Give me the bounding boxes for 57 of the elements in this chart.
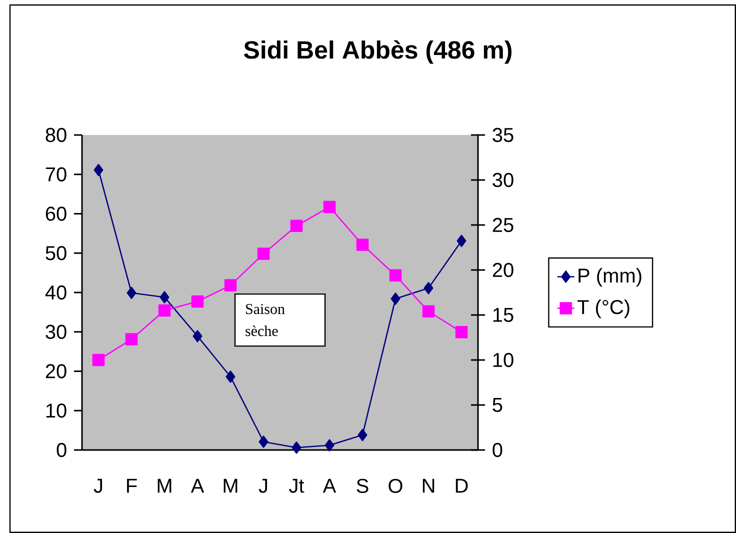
point <box>389 269 402 282</box>
x-tick-label: J <box>94 478 102 493</box>
y-tick-label: 10 <box>46 404 66 418</box>
x-tick-label: J <box>258 478 268 493</box>
y-tick-label: 0 <box>56 442 66 458</box>
y-tick-label: 80 <box>46 128 66 142</box>
legend-label: T (°C) <box>577 299 630 318</box>
x-tick-label: A <box>322 478 336 493</box>
x-tick-label: N <box>422 478 434 493</box>
chart-title: Sidi Bel Abbès (486 m) <box>244 40 512 64</box>
y2-tick-label: 35 <box>492 128 514 142</box>
point <box>424 282 434 294</box>
y-tick-label: 70 <box>46 167 66 182</box>
point <box>258 436 268 448</box>
annotation: Saison sèche <box>246 304 285 336</box>
y2-tick-label: 0 <box>492 442 502 458</box>
y-tick-label: 50 <box>46 246 66 260</box>
y-tick-label: 60 <box>46 206 66 221</box>
point <box>422 305 435 318</box>
point <box>191 295 204 308</box>
point <box>224 279 237 292</box>
x-tick-label: O <box>388 478 402 494</box>
y2-tick-label: 25 <box>492 218 514 232</box>
point <box>94 164 104 176</box>
y-tick-label: 30 <box>46 324 66 339</box>
point <box>356 238 369 251</box>
x-tick-label: D <box>456 478 468 493</box>
point <box>192 330 202 342</box>
point <box>160 291 170 304</box>
y-tick-label: 20 <box>46 364 66 378</box>
y2-tick-label: 30 <box>492 172 514 188</box>
point <box>125 333 138 346</box>
x-tick-label: A <box>190 478 204 493</box>
point <box>358 428 368 442</box>
point <box>92 354 105 366</box>
legend-label: P (mm) <box>578 268 642 287</box>
y2-tick-label: 15 <box>493 308 514 322</box>
point <box>323 200 336 214</box>
point <box>456 234 466 248</box>
point <box>126 286 136 300</box>
x-tick-label: F <box>127 478 137 493</box>
point <box>226 370 236 383</box>
point <box>390 292 400 305</box>
y-tick-label: 40 <box>45 285 66 300</box>
x-tick-label: M <box>224 478 238 493</box>
point <box>324 439 334 452</box>
point <box>455 326 468 338</box>
x-tick-label: S <box>356 478 368 494</box>
y2-tick-label: 10 <box>493 352 514 368</box>
point <box>290 220 303 232</box>
x-tick-label: Jt <box>289 478 304 493</box>
point <box>158 304 171 317</box>
y2-tick-label: 5 <box>492 398 502 412</box>
y2-tick-label: 20 <box>492 262 514 278</box>
point <box>292 441 302 454</box>
x-tick-label: M <box>158 478 172 493</box>
point <box>257 248 270 260</box>
